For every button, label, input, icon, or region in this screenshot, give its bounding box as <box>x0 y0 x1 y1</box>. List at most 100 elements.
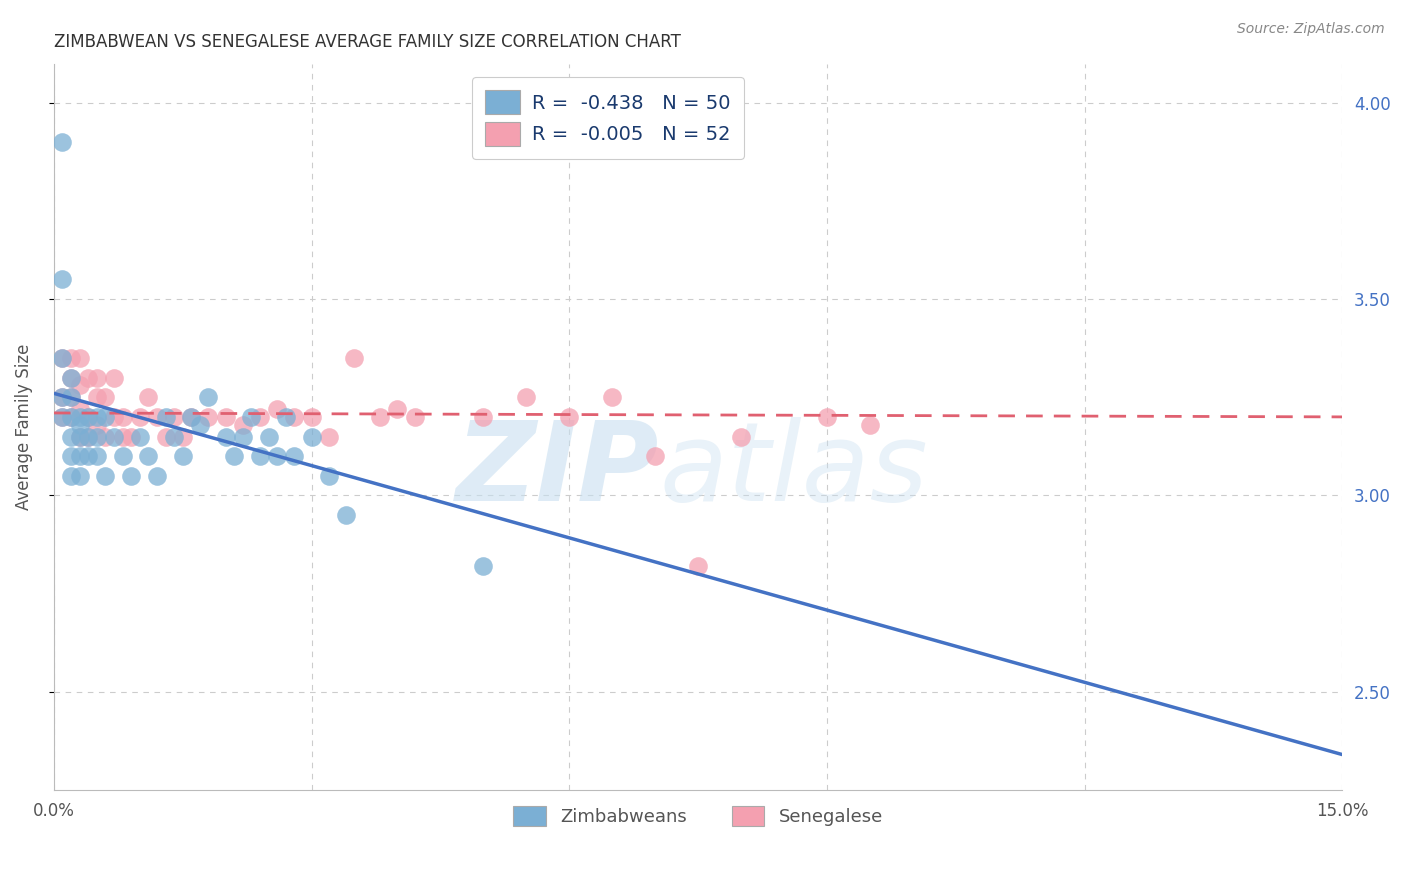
Point <box>188 417 211 432</box>
Point <box>60 390 83 404</box>
Point <box>86 417 108 432</box>
Point <box>266 402 288 417</box>
Point <box>77 429 100 443</box>
Point <box>232 417 254 432</box>
Point <box>60 449 83 463</box>
Point <box>86 409 108 424</box>
Point <box>69 409 91 424</box>
Point <box>51 272 73 286</box>
Point <box>51 351 73 365</box>
Point <box>51 409 73 424</box>
Point <box>51 390 73 404</box>
Point <box>60 351 83 365</box>
Point <box>103 409 125 424</box>
Point <box>387 402 409 417</box>
Point <box>155 409 177 424</box>
Point <box>318 429 340 443</box>
Point <box>77 449 100 463</box>
Point <box>146 409 169 424</box>
Point <box>103 370 125 384</box>
Point <box>472 559 495 574</box>
Point <box>224 449 246 463</box>
Point <box>301 429 323 443</box>
Point <box>136 390 159 404</box>
Point <box>94 468 117 483</box>
Point <box>69 449 91 463</box>
Point <box>686 559 709 574</box>
Point <box>120 429 142 443</box>
Point <box>155 429 177 443</box>
Point <box>335 508 357 522</box>
Point <box>172 429 194 443</box>
Point <box>51 135 73 149</box>
Point <box>51 409 73 424</box>
Point <box>60 409 83 424</box>
Point <box>214 409 236 424</box>
Point <box>60 468 83 483</box>
Point <box>111 429 134 443</box>
Point <box>197 409 219 424</box>
Point <box>77 429 100 443</box>
Point <box>600 390 623 404</box>
Point <box>249 409 271 424</box>
Point <box>60 370 83 384</box>
Point <box>266 449 288 463</box>
Point <box>163 409 186 424</box>
Point <box>472 409 495 424</box>
Point <box>1160 803 1182 817</box>
Point <box>146 468 169 483</box>
Point <box>283 409 305 424</box>
Point <box>257 429 280 443</box>
Point <box>128 429 150 443</box>
Point <box>69 429 91 443</box>
Point <box>558 409 581 424</box>
Point <box>301 409 323 424</box>
Point <box>136 449 159 463</box>
Point <box>283 449 305 463</box>
Point <box>859 417 882 432</box>
Point <box>77 370 100 384</box>
Point <box>815 409 838 424</box>
Point <box>232 429 254 443</box>
Point <box>103 429 125 443</box>
Point <box>51 390 73 404</box>
Point <box>77 409 100 424</box>
Point <box>60 370 83 384</box>
Point <box>86 429 108 443</box>
Point <box>240 409 263 424</box>
Point <box>214 429 236 443</box>
Point <box>69 378 91 392</box>
Point <box>515 390 537 404</box>
Point <box>60 409 83 424</box>
Point <box>120 468 142 483</box>
Point <box>404 409 426 424</box>
Point <box>69 351 91 365</box>
Point <box>249 449 271 463</box>
Point <box>94 429 117 443</box>
Point <box>86 449 108 463</box>
Point <box>60 429 83 443</box>
Point <box>69 402 91 417</box>
Text: ZIMBABWEAN VS SENEGALESE AVERAGE FAMILY SIZE CORRELATION CHART: ZIMBABWEAN VS SENEGALESE AVERAGE FAMILY … <box>53 33 681 51</box>
Point <box>111 409 134 424</box>
Point <box>69 417 91 432</box>
Text: atlas: atlas <box>659 417 928 524</box>
Point <box>172 449 194 463</box>
Point <box>128 409 150 424</box>
Text: ZIP: ZIP <box>456 417 659 524</box>
Point <box>274 409 297 424</box>
Text: Source: ZipAtlas.com: Source: ZipAtlas.com <box>1237 22 1385 37</box>
Point <box>86 390 108 404</box>
Point <box>94 390 117 404</box>
Point <box>69 468 91 483</box>
Point <box>730 429 752 443</box>
Point <box>368 409 391 424</box>
Point <box>69 429 91 443</box>
Point <box>318 468 340 483</box>
Point <box>197 390 219 404</box>
Point <box>51 351 73 365</box>
Point <box>644 449 666 463</box>
Point <box>180 409 202 424</box>
Point <box>111 449 134 463</box>
Point <box>77 409 100 424</box>
